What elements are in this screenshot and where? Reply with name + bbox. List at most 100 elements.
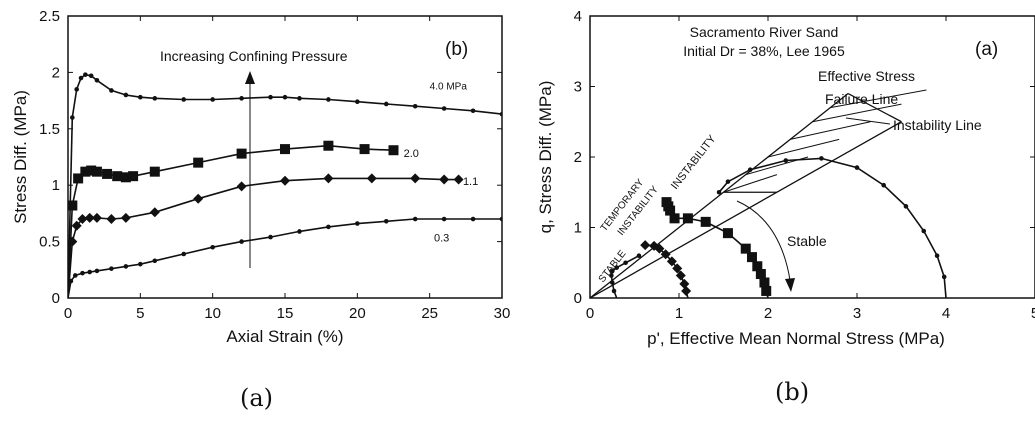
right-x-tick-label: 3 <box>853 305 861 322</box>
right-x-tick-label: 2 <box>764 305 772 322</box>
right-chart-subtitle: Initial Dr = 38%, Lee 1965 <box>683 43 845 59</box>
region-label-instability: INSTABILITY <box>669 133 719 192</box>
left-y-axis-label: Stress Diff. (MPa) <box>11 90 30 224</box>
left-series-0-point <box>70 115 75 120</box>
left-series-1-point <box>120 172 131 183</box>
right-hatch-line <box>812 103 902 123</box>
left-series-0-point <box>88 73 94 79</box>
right-caption: (b) <box>775 378 810 406</box>
left-series-3-point <box>383 218 389 224</box>
left-series-2-point <box>71 220 82 231</box>
right-y-tick-label: 2 <box>574 149 582 166</box>
left-series-label: 2.0 <box>404 148 419 160</box>
right-x-tick-label: 5 <box>1031 305 1035 322</box>
right-hatch-line <box>790 121 871 140</box>
right-axis-ticks: 0 1 2 3 4 5 0 1 2 3 4 <box>574 8 1035 322</box>
left-series-2-point <box>439 174 450 185</box>
right-path-2-point <box>669 213 680 224</box>
failure-line-label-1: Effective Stress <box>818 68 915 84</box>
left-x-tick-label: 5 <box>136 305 144 322</box>
right-path-1-point <box>675 270 686 281</box>
left-series-1-point <box>68 200 78 211</box>
instability-line-leader <box>845 117 891 125</box>
right-hatch-line <box>723 174 778 193</box>
left-series-0-point <box>326 97 331 102</box>
left-series-1-point <box>86 165 97 176</box>
left-series-0-point <box>181 97 187 102</box>
left-series-labels: 4.0 MPa 2.0 1.1 0.3 <box>404 81 479 244</box>
right-path-0-point <box>614 265 619 270</box>
left-series-1-point <box>91 166 102 177</box>
left-y-tick-label: 2.5 <box>39 8 60 25</box>
left-series-3-point <box>326 224 331 230</box>
left-series-0-point <box>412 103 418 109</box>
left-series-2-point <box>236 181 247 192</box>
left-series-1-point <box>280 144 290 155</box>
left-series-2-point <box>453 174 464 185</box>
left-annotation: Increasing Confining Pressure <box>160 48 348 64</box>
left-series-0-point <box>470 108 476 114</box>
left-series-1-line <box>68 144 394 298</box>
left-series-3-point <box>109 266 114 271</box>
right-path-2-point <box>682 213 693 224</box>
left-y-tick-label: 0 <box>52 290 60 307</box>
left-series-3-point <box>297 229 302 234</box>
right-path-1-point <box>679 278 690 289</box>
left-series-0-point <box>109 88 114 93</box>
left-axis-ticks: 0 5 10 15 20 25 30 0 0.5 1 1.5 2 2.5 <box>39 8 510 322</box>
left-series-2-point <box>68 236 78 247</box>
left-series-3-point <box>181 251 187 257</box>
right-path-2-point <box>746 252 757 263</box>
right-y-tick-label: 3 <box>574 79 582 96</box>
left-series-2-point <box>149 207 160 218</box>
left-series-0-point <box>138 94 143 100</box>
left-series-2-point <box>77 214 88 225</box>
left-series-3-point <box>239 239 244 244</box>
left-series-3-point <box>152 258 158 264</box>
right-y-tick-label: 0 <box>574 290 582 307</box>
right-path-2-point <box>752 261 763 272</box>
left-series-3-line <box>68 218 502 298</box>
left-x-tick-label: 25 <box>421 305 438 322</box>
left-series-label: 4.0 MPa <box>430 81 468 92</box>
left-series-1-point <box>102 168 113 179</box>
right-path-2-point <box>755 269 766 280</box>
right-path-0-point <box>611 288 617 294</box>
left-series-3-point <box>123 264 129 269</box>
right-path-1-point <box>666 256 677 267</box>
left-y-tick-label: 1.5 <box>39 121 60 138</box>
left-x-tick-label: 0 <box>64 305 72 322</box>
left-series-0-point <box>78 75 84 81</box>
left-x-axis-label: Axial Strain (%) <box>226 327 343 346</box>
left-series-1-point <box>128 171 139 182</box>
left-series-3-point <box>412 216 418 222</box>
left-panel-label: (b) <box>445 39 468 60</box>
right-hatch-line <box>830 89 927 109</box>
left-series-2-point <box>323 173 334 184</box>
left-series-3-point <box>87 269 92 275</box>
left-series-0-point <box>83 72 88 77</box>
left-series-0-point <box>268 94 273 100</box>
left-series-0-point <box>282 94 288 100</box>
left-series-0-point <box>297 96 302 101</box>
left-series-2-point <box>410 173 421 184</box>
right-hatch-top <box>847 92 902 123</box>
right-path-2-point <box>761 285 772 296</box>
right-path-1-point <box>660 249 671 260</box>
right-path-3-line <box>718 157 947 298</box>
left-caption: (a) <box>240 384 274 412</box>
left-series-0-point <box>355 99 360 105</box>
left-series-3-point <box>138 261 143 267</box>
right-path-1-point <box>681 285 692 296</box>
left-series-3-point <box>268 234 273 240</box>
right-path-0-point <box>609 273 614 278</box>
right-x-tick-label: 4 <box>942 305 950 322</box>
left-y-tick-label: 2 <box>52 64 60 81</box>
left-series-3-point <box>355 221 360 226</box>
left-chart-marks <box>68 72 502 298</box>
right-x-axis-label: p', Effective Mean Normal Stress (MPa) <box>647 329 945 348</box>
left-series-0-point <box>74 87 79 92</box>
right-path-3-point <box>747 167 753 172</box>
left-series-0-point <box>94 77 100 83</box>
